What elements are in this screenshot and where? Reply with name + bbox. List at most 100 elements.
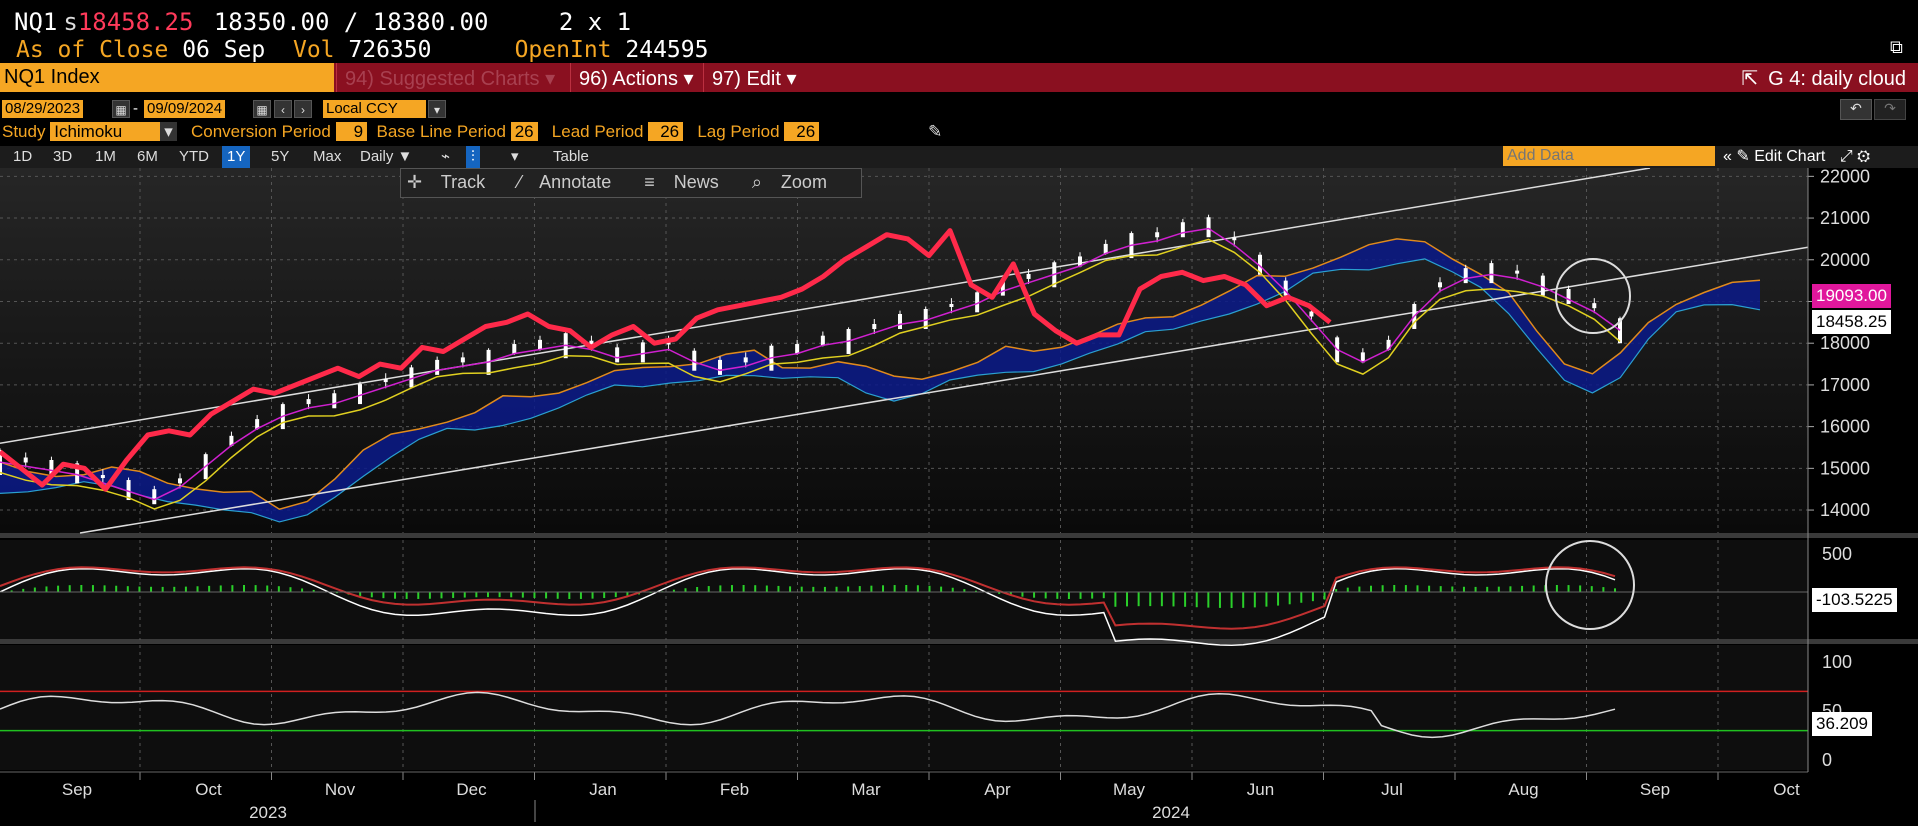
actions-menu[interactable]: 96) Actions ▾ <box>570 63 702 92</box>
candle-body <box>1258 254 1262 275</box>
rsi-panel <box>0 690 1808 739</box>
chart-toolbar: ✛ Track ⁄ Annotate ≡ News ⌕ Zoom <box>400 168 862 198</box>
range-1y[interactable]: 1Y <box>222 146 251 168</box>
collapse-icon[interactable]: « <box>1723 148 1732 165</box>
crosshair-icon: ✛ <box>407 172 423 192</box>
chevron-down-icon[interactable]: ▾ <box>511 148 519 165</box>
vol-label: Vol <box>292 37 335 63</box>
lead-period-input[interactable]: 26 <box>648 122 684 141</box>
month-tick-label: Dec <box>456 780 487 799</box>
study-row: Study Ichimoku ▾ Conversion Period 9 Base… <box>2 122 820 142</box>
security-input[interactable]: NQ1 Index <box>0 63 334 92</box>
chart-area[interactable]: Sep Oct Nov Dec Jan Feb Mar Apr May Jun Jul Aug Sep O… <box>0 168 1918 826</box>
month-tick-label: Apr <box>984 780 1011 799</box>
candle-body <box>152 489 157 505</box>
undo-button[interactable]: ↶ <box>1840 99 1872 120</box>
quote-subheader: As of Close 06 Sep Vol 726350 OpenInt 24… <box>16 37 708 63</box>
panel-divider[interactable] <box>0 533 1918 538</box>
candle-body <box>512 344 517 355</box>
bar-chart-icon[interactable]: ⫶ <box>466 146 480 168</box>
macd-tick-label: 500 <box>1822 544 1852 564</box>
asof-label: As of Close <box>16 37 169 63</box>
asof-date: 06 Sep <box>182 37 266 63</box>
study-select[interactable]: Ichimoku <box>50 122 161 141</box>
base-line-period-input[interactable]: 26 <box>510 122 538 141</box>
range-max[interactable]: Max <box>313 148 342 165</box>
candle-body <box>229 435 234 446</box>
month-tick-label: Feb <box>720 780 749 799</box>
candle-body <box>178 478 182 484</box>
price-tick-label: 17000 <box>1820 375 1870 395</box>
openint-label: OpenInt <box>514 37 612 63</box>
chart-name[interactable]: ⇱ G 4: daily cloud <box>1737 63 1910 92</box>
currency-select[interactable]: Local CCY <box>323 100 426 118</box>
conversion-period-input[interactable]: 9 <box>335 122 368 141</box>
range-1m[interactable]: 1M <box>95 148 116 165</box>
study-label: Study <box>2 122 46 141</box>
range-5y[interactable]: 5Y <box>271 148 290 165</box>
news-label: News <box>673 172 719 192</box>
add-data-input[interactable] <box>1503 146 1715 166</box>
edit-chart-label: Edit Chart <box>1754 148 1826 165</box>
candle-body <box>795 344 800 355</box>
candle-body <box>1515 270 1520 274</box>
vol-value: 726350 <box>348 37 432 63</box>
line-chart-icon[interactable]: ⌁ <box>441 148 451 165</box>
end-date-field[interactable]: 09/09/2024 <box>144 100 226 118</box>
track-button[interactable]: ✛ Track <box>407 172 499 192</box>
candle-body <box>1618 318 1622 344</box>
chart-edit-icon[interactable]: ⤢ <box>1839 148 1853 165</box>
chevron-down-icon[interactable]: ▾ <box>160 122 177 141</box>
edit-chart-button[interactable]: « ✎ Edit Chart ⤢ ⚙ <box>1723 146 1870 168</box>
price-tick-label: 18000 <box>1820 333 1870 353</box>
start-date-field[interactable]: 08/29/2023 <box>2 100 84 118</box>
gear-icon[interactable]: ⚙ <box>1857 148 1871 165</box>
candle-body <box>589 340 594 346</box>
annotation-circle[interactable] <box>1545 540 1635 630</box>
panel-divider[interactable] <box>0 639 1918 644</box>
suggested-charts-button[interactable]: 94) Suggested Charts ▾ <box>336 63 563 92</box>
edit-menu[interactable]: 97) Edit ▾ <box>703 63 805 92</box>
candle-body <box>1360 352 1365 363</box>
price-series <box>0 214 1622 510</box>
price-panel-bg <box>0 168 1808 533</box>
candle-body <box>820 335 825 346</box>
candle-body <box>49 460 54 475</box>
candle-body <box>1540 275 1545 296</box>
calendar-icon[interactable]: ▦ <box>112 100 130 118</box>
redo-button[interactable]: ↷ <box>1874 99 1906 120</box>
candle-body <box>666 341 671 345</box>
prev-period-button[interactable]: ‹ <box>274 100 292 118</box>
chevron-down-icon[interactable]: ▾ <box>428 100 446 118</box>
date-separator: - <box>133 100 138 117</box>
range-3d[interactable]: 3D <box>53 148 73 165</box>
candle-body <box>538 339 542 350</box>
pencil-icon[interactable]: ✎ <box>928 122 943 141</box>
frequency-select[interactable]: Daily ▼ <box>360 148 413 165</box>
undock-icon[interactable]: ⧉ <box>1890 37 1903 57</box>
month-tick-label: May <box>1113 780 1146 799</box>
candle-body <box>1463 268 1468 284</box>
magnifier-icon: ⌕ <box>751 172 762 192</box>
annotation-circle[interactable] <box>1555 258 1631 334</box>
annotate-label: Annotate <box>539 172 612 192</box>
month-tick-label: Oct <box>195 780 222 799</box>
lag-period-input[interactable]: 26 <box>784 122 820 141</box>
leading-span-a <box>0 238 1761 511</box>
range-6m[interactable]: 6M <box>137 148 158 165</box>
next-period-button[interactable]: › <box>294 100 312 118</box>
track-label: Track <box>440 172 486 192</box>
calendar-icon[interactable]: ▦ <box>253 100 271 118</box>
news-button[interactable]: ≡ News <box>644 172 733 192</box>
range-1d[interactable]: 1D <box>13 148 33 165</box>
range-ytd[interactable]: YTD <box>179 148 209 165</box>
rsi-panel-bg <box>0 645 1808 770</box>
table-button[interactable]: Table <box>553 148 589 165</box>
candle-body <box>383 379 388 383</box>
month-tick-label: Jan <box>589 780 616 799</box>
zoom-button[interactable]: ⌕ Zoom <box>752 172 841 192</box>
month-tick-label: Jun <box>1247 780 1274 799</box>
annotate-button[interactable]: ⁄ Annotate <box>518 172 625 192</box>
bid-ask-size: 2 x 1 <box>558 8 632 36</box>
price-tick-label: 15000 <box>1820 458 1870 478</box>
